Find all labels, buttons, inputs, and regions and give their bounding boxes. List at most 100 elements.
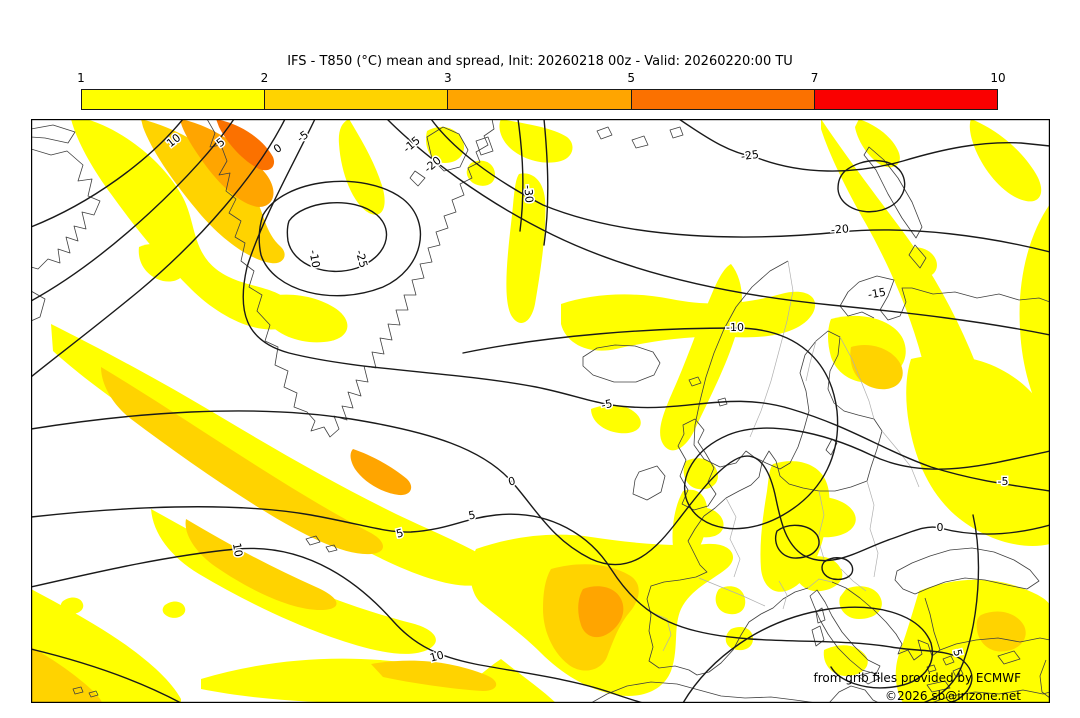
colorbar-tick-7: 7	[810, 71, 819, 85]
coastline	[582, 344, 661, 383]
spread-fill-yellow	[561, 291, 816, 351]
spread-fill-yellow	[499, 119, 573, 163]
spread-fill-amber	[371, 660, 497, 691]
contour-line	[31, 410, 1050, 566]
spread-fill-amber	[185, 519, 337, 611]
spread-fill-amber	[31, 647, 102, 703]
coastline	[703, 450, 868, 517]
spread-fill-yellow	[672, 489, 708, 561]
attribution-copyright: ©2026 sb@irizone.net	[885, 689, 1021, 703]
contour-label--5: -5	[294, 128, 310, 145]
colorbar-segment-7-10	[814, 90, 998, 109]
contour-line	[286, 202, 388, 273]
spread-fill-yellow	[895, 579, 1050, 703]
spread-fill-yellow	[969, 119, 1042, 202]
map-frame	[31, 119, 1050, 703]
coastline	[809, 589, 881, 675]
contour-line	[258, 180, 422, 297]
chart-title: IFS - T850 (°C) mean and spread, Init: 2…	[287, 54, 793, 69]
coastline	[908, 244, 927, 269]
colorbar-segment-2-3	[265, 90, 449, 109]
contour-label--10: -10	[726, 321, 744, 334]
contour-line	[31, 119, 235, 302]
coastline	[409, 170, 426, 187]
coastline	[952, 667, 964, 678]
country-border	[778, 580, 788, 610]
coastline	[930, 689, 1050, 703]
country-border	[698, 577, 766, 607]
colorbar-tick-2: 2	[260, 71, 269, 85]
colorbar-segment-3-5	[448, 90, 632, 109]
contour-line	[922, 514, 980, 703]
contour-label-0: 0	[937, 521, 944, 534]
contour-line	[821, 557, 854, 581]
contour-label--5: -5	[600, 397, 613, 412]
coastline	[857, 671, 881, 685]
spread-fill-yellow	[451, 659, 556, 703]
contour-line	[682, 606, 933, 703]
contour-line	[775, 524, 820, 559]
contour-line	[386, 119, 1050, 336]
contour-line	[543, 119, 549, 246]
spread-fill-yellow	[683, 458, 718, 490]
coastline	[590, 681, 818, 703]
country-border	[749, 260, 794, 438]
coastline	[858, 275, 1050, 321]
coastline	[839, 281, 875, 319]
coastline	[811, 625, 825, 647]
coastline	[631, 135, 649, 149]
coastline	[815, 607, 826, 624]
colorbar-tick-3: 3	[443, 71, 452, 85]
contour-label--15: -15	[401, 134, 423, 156]
spread-fill-yellow	[60, 597, 84, 614]
contour-line	[430, 119, 1050, 253]
spread-fill-yellow	[839, 586, 882, 619]
coastline	[31, 148, 101, 270]
country-border	[652, 612, 672, 652]
spread-fill-orange	[578, 586, 624, 638]
coastline	[31, 124, 76, 144]
contour-label-5: 5	[467, 508, 476, 522]
coastline	[1039, 659, 1050, 699]
contour-label--30: -30	[521, 184, 536, 203]
spread-colorbar	[81, 89, 998, 110]
spread-fill-yellow	[591, 404, 641, 434]
coastline	[72, 686, 84, 695]
spread-fill-yellow	[823, 645, 868, 676]
coastline	[475, 136, 494, 156]
contour-label--5: -5	[998, 475, 1009, 488]
spread-fill-yellow	[1019, 204, 1050, 434]
coastline	[924, 597, 941, 651]
colorbar-segment-1-2	[82, 90, 266, 109]
spread-fill-yellow	[795, 556, 843, 592]
contour-line	[31, 506, 973, 703]
coastline	[669, 126, 684, 139]
contour-label--25: -25	[740, 148, 760, 163]
coastline	[677, 418, 717, 511]
contour-label--10: -10	[307, 249, 323, 269]
spread-fill-yellow	[162, 601, 186, 618]
coastline	[894, 547, 1040, 595]
country-border	[725, 497, 741, 578]
contour-line	[462, 327, 1050, 530]
coastline	[325, 544, 338, 553]
spread-fill-yellow	[906, 355, 1050, 546]
colorbar-tick-5: 5	[627, 71, 636, 85]
spread-fill-yellow	[425, 126, 465, 163]
coastline	[632, 465, 666, 501]
spread-fill-yellow	[715, 586, 746, 615]
map-area: 10 5 0 -5 -10 -25 -15 -20 -30 -25 -20 -15 -10 -5 -5 0 0 5…	[31, 119, 1050, 703]
coastline	[688, 376, 702, 387]
contour-label-10: 10	[428, 648, 445, 664]
coastline	[939, 637, 1050, 651]
contour-line	[837, 160, 906, 213]
contour-line	[31, 119, 184, 228]
spread-fill-yellow	[262, 294, 348, 343]
forecast-map: 10 5 0-5-10 -25-15-20-30-25-20-15-10-5-5005…	[31, 119, 1050, 703]
spread-fill-yellow	[660, 264, 743, 451]
country-border	[817, 490, 825, 560]
spread-fill-orange	[181, 119, 274, 207]
spread-fill-deep-orange	[216, 119, 275, 171]
coastline	[863, 146, 923, 239]
colorbar-tick-1: 1	[77, 71, 85, 85]
